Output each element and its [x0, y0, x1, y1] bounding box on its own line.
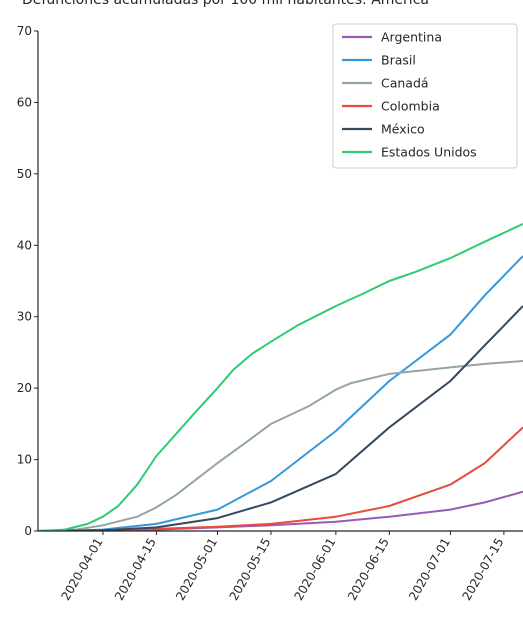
y-tick-label: 50 — [17, 167, 32, 181]
legend-label-estados-unidos: Estados Unidos — [381, 145, 477, 160]
series-line-mexico — [38, 305, 523, 531]
x-tick-label: 2020-06-01 — [291, 536, 338, 603]
legend-label-mexico: México — [381, 122, 425, 137]
y-axis-ticks: 0 10 20 30 40 50 60 70 — [17, 24, 38, 538]
legend: Argentina Brasil Canadá Colombia México Estad… — [332, 23, 518, 169]
chart-title: Defunciones acumuladas por 100 mil habit… — [22, 0, 429, 8]
x-tick-label: 2020-04-01 — [59, 536, 106, 603]
x-tick-label: 2020-05-01 — [173, 536, 220, 603]
legend-label-colombia: Colombia — [381, 99, 440, 114]
x-axis-ticks: 2020-04-01 2020-04-15 2020-05-01 2020-05-15… — [59, 531, 507, 603]
series-line-colombia — [38, 426, 523, 531]
x-tick-label: 2020-07-01 — [406, 536, 453, 603]
plot-area — [38, 222, 523, 531]
legend-box — [332, 23, 518, 169]
y-tick-label: 40 — [17, 238, 32, 252]
y-tick-label: 60 — [17, 95, 32, 109]
y-tick-label: 10 — [17, 453, 32, 467]
series-line-brasil — [38, 255, 523, 531]
x-tick-label: 2020-04-15 — [112, 536, 159, 603]
x-tick-label: 2020-06-15 — [345, 536, 392, 603]
legend-label-brasil: Brasil — [381, 53, 416, 68]
x-tick-label: 2020-05-15 — [227, 536, 274, 603]
series-line-estados-unidos — [38, 222, 523, 531]
y-tick-label: 0 — [24, 524, 32, 538]
y-tick-label: 30 — [17, 310, 32, 324]
legend-label-canada: Canadá — [381, 76, 429, 91]
y-tick-label: 20 — [17, 381, 32, 395]
x-tick-label: 2020-07-15 — [460, 536, 507, 603]
y-tick-label: 70 — [17, 24, 32, 38]
legend-label-argentina: Argentina — [381, 30, 442, 45]
series-line-canada — [38, 360, 523, 531]
